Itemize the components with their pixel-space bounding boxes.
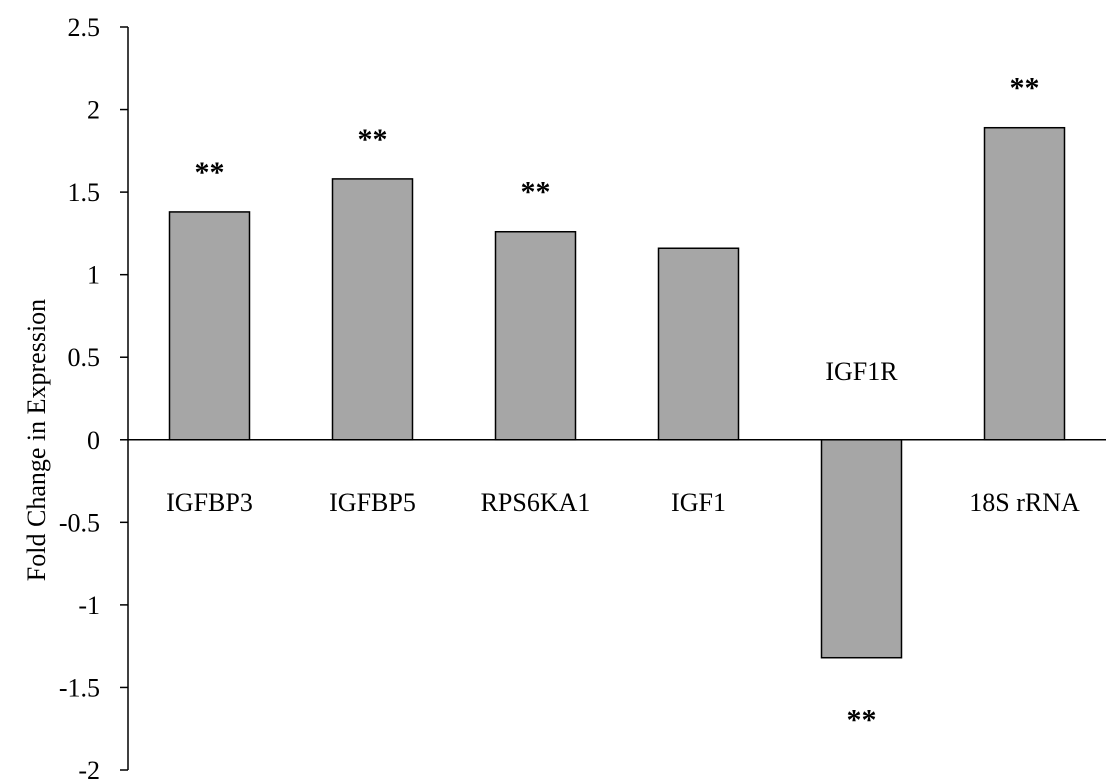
significance-label: **: [847, 704, 877, 737]
category-label: IGFBP3: [166, 488, 253, 517]
bar: [820, 439, 903, 659]
significance-label: **: [521, 176, 551, 209]
bar: [657, 247, 740, 441]
category-label: 18S rRNA: [969, 488, 1080, 517]
y-axis-title: Fold Change in Expression: [22, 299, 51, 581]
bar: [494, 230, 577, 441]
y-tick-label: 1: [87, 261, 100, 290]
y-tick-label: -2: [78, 756, 100, 782]
category-label: RPS6KA1: [481, 488, 591, 517]
category-label: IGF1: [671, 488, 726, 517]
category-labels: IGFBP3 IGFBP5 RPS6KA1 IGF1 IGF1R 18S rRNA: [166, 357, 1080, 517]
y-tick-label: 0.5: [68, 343, 101, 372]
y-tick-label: 2: [87, 96, 100, 125]
category-label: IGFBP5: [329, 488, 416, 517]
y-tick-label: -1.5: [59, 673, 100, 702]
y-tick-label: 0: [87, 426, 100, 455]
significance-label: **: [358, 123, 388, 156]
y-tick-label: -1: [78, 591, 100, 620]
significance-label: **: [1010, 72, 1040, 105]
significance-labels: ** ** ** ** **: [195, 72, 1040, 737]
y-axis-ticks: 2.5 2 1.5 1 0.5 0 -0.5 -1 -1.5 -2: [59, 13, 128, 782]
category-label: IGF1R: [825, 357, 898, 386]
bar: [331, 178, 414, 441]
bars: [168, 126, 1066, 659]
y-tick-label: 2.5: [68, 13, 101, 42]
bar: [168, 211, 251, 441]
y-tick-label: 1.5: [68, 178, 101, 207]
y-tick-label: -0.5: [59, 508, 100, 537]
significance-label: **: [195, 156, 225, 189]
bar: [983, 126, 1066, 441]
